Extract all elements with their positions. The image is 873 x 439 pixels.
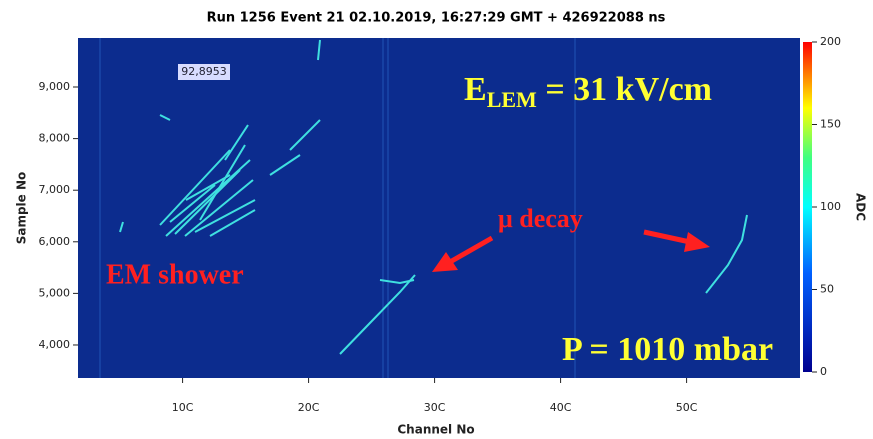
y-tick-label: 5,000 (39, 286, 71, 299)
x-tick-label: 20C (298, 401, 320, 414)
shower-annotation: EM shower (106, 259, 244, 290)
colorbar-label: ADC (854, 193, 868, 221)
chart: Run 1256 Event 21 02.10.2019, 16:27:29 G… (0, 0, 873, 439)
y-tick-label: 7,000 (39, 183, 71, 196)
y-tick-label: 8,000 (39, 132, 71, 145)
y-axis-label: Sample No (15, 172, 29, 245)
x-tick-label: 30C (424, 401, 446, 414)
colorbar-tick-label: 100 (820, 200, 841, 213)
x-tick-label: 50C (676, 401, 698, 414)
colorbar-tick-label: 0 (820, 365, 827, 378)
y-tick-label: 4,000 (39, 338, 71, 351)
colorbar-tick-label: 150 (820, 118, 841, 131)
x-tick-label: 40C (550, 401, 572, 414)
colorbar-tick-label: 50 (820, 283, 834, 296)
pressure-annotation: P = 1010 mbar (562, 331, 773, 368)
cursor-readout: 92,8953 (181, 65, 227, 78)
chart-title: Run 1256 Event 21 02.10.2019, 16:27:29 G… (207, 11, 666, 26)
y-tick-label: 9,000 (39, 80, 71, 93)
y-tick-label: 6,000 (39, 235, 71, 248)
muon-annotation: μ decay (498, 204, 583, 233)
colorbar (803, 42, 812, 372)
x-tick-label: 10C (172, 401, 194, 414)
colorbar-tick-label: 200 (820, 35, 841, 48)
x-axis-label: Channel No (397, 423, 474, 437)
